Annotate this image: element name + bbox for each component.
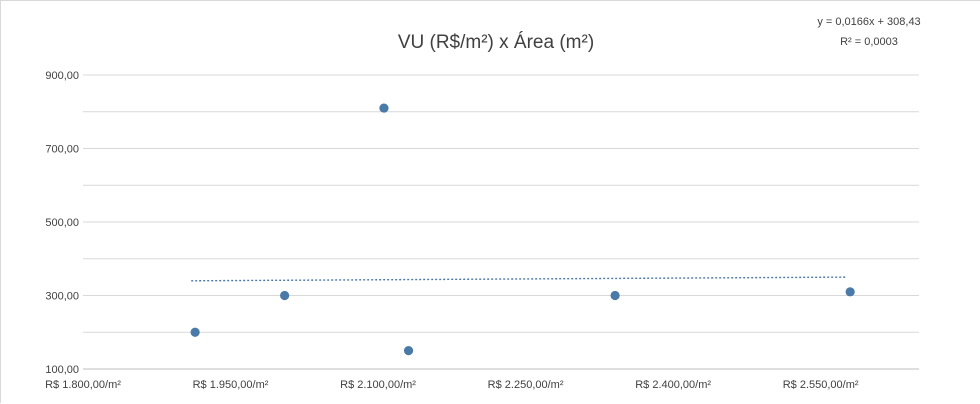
gridlines xyxy=(83,74,919,370)
y-tick-label: 300,00 xyxy=(45,291,79,303)
y-tick-label: 700,00 xyxy=(45,144,79,156)
x-tick-label: R$ 2.400,00/m² xyxy=(635,379,711,391)
x-tick-label: R$ 2.250,00/m² xyxy=(488,379,564,391)
x-axis-tick-labels: R$ 1.800,00/m² R$ 1.950,00/m² R$ 2.100,00/… xyxy=(45,379,859,391)
trendline-equation: y = 0,0166x + 308,43 xyxy=(817,16,920,28)
data-points xyxy=(190,103,855,356)
data-point xyxy=(610,290,620,301)
trendline-r-squared: R² = 0,0003 xyxy=(840,36,898,48)
data-point xyxy=(403,346,414,356)
y-tick-label: 900,00 xyxy=(45,70,79,82)
data-point xyxy=(845,287,855,297)
x-tick-label: R$ 1.950,00/m² xyxy=(193,379,269,391)
chart-title: VU (R$/m²) x Área (m²) xyxy=(398,32,594,53)
y-tick-label: 100,00 xyxy=(45,364,79,376)
trendline xyxy=(191,276,846,282)
x-tick-label: R$ 2.550,00/m² xyxy=(783,379,859,391)
data-point xyxy=(190,327,200,337)
y-tick-label: 500,00 xyxy=(45,217,79,229)
x-tick-label: R$ 2.100,00/m² xyxy=(340,379,416,391)
data-point xyxy=(379,103,389,113)
y-axis-tick-labels: 100,00 300,00 500,00 700,00 900,00 xyxy=(45,70,79,376)
data-point xyxy=(280,290,290,301)
x-tick-label: R$ 1.800,00/m² xyxy=(45,379,121,391)
trendline-group xyxy=(191,276,846,282)
